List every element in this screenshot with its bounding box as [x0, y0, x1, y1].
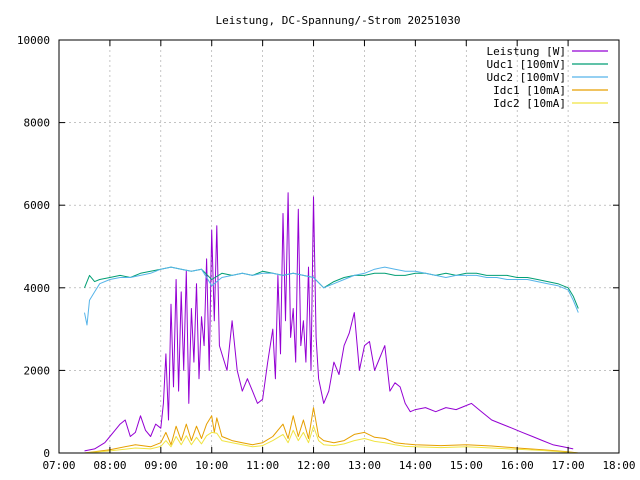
legend-label-3: Udc2 [100mV] [487, 71, 566, 84]
series-line-4 [84, 407, 579, 454]
y-tick-label: 8000 [24, 117, 51, 130]
ticks: 07:00 08:00 09:00 10:00 11:00 12:00 13:00 14:00… [17, 34, 636, 472]
x-tick-label: 07:00 [42, 459, 75, 472]
legend-label-2: Udc1 [100mV] [487, 58, 566, 71]
plot-border [58, 39, 620, 454]
y-tick-label: 0 [43, 447, 50, 460]
x-tick-label: 18:00 [602, 459, 635, 472]
x-tick-label: 09:00 [144, 459, 177, 472]
legend-label-4: Idc1 [10mA] [493, 84, 566, 97]
x-tick-label: 11:00 [246, 459, 279, 472]
y-tick-label: 4000 [24, 282, 51, 295]
x-tick-label: 17:00 [552, 459, 585, 472]
series-line-2 [84, 266, 579, 309]
legend-label-5: Idc2 [10mA] [493, 97, 566, 110]
series-line-3 [84, 266, 579, 326]
x-tick-label: 15:00 [450, 459, 483, 472]
legend: Leistung [W]Udc1 [100mV]Udc2 [100mV]Idc1… [487, 45, 608, 110]
series-line-5 [84, 425, 579, 454]
x-tick-label: 12:00 [297, 459, 330, 472]
chart-title: Leistung, DC-Spannung/-Strom 20251030 [215, 14, 460, 27]
y-tick-label: 10000 [17, 34, 50, 47]
x-tick-label: 14:00 [399, 459, 432, 472]
y-tick-label: 2000 [24, 364, 51, 377]
series-line-1 [84, 192, 574, 452]
x-tick-label: 16:00 [501, 459, 534, 472]
x-tick-label: 08:00 [93, 459, 126, 472]
series-group [84, 192, 579, 454]
x-tick-label: 13:00 [348, 459, 381, 472]
y-tick-label: 6000 [24, 199, 51, 212]
legend-label-1: Leistung [W] [487, 45, 566, 58]
x-tick-label: 10:00 [195, 459, 228, 472]
